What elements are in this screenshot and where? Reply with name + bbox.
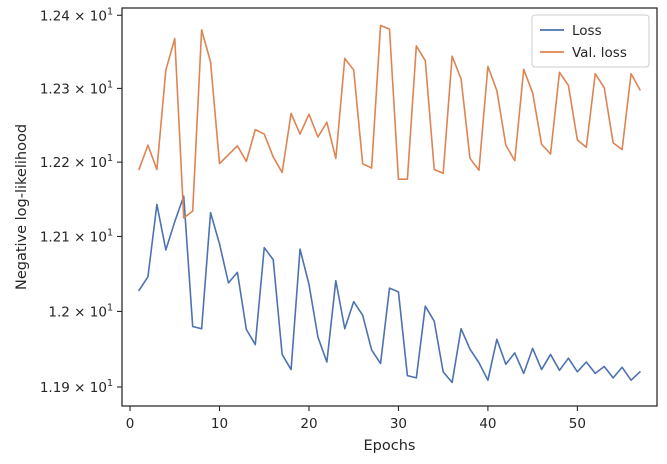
x-tick-label: 40 xyxy=(479,416,496,432)
series-line-2 xyxy=(138,24,641,219)
y-tick-label: 1.21 × 101 xyxy=(40,227,113,245)
plot-frame xyxy=(121,7,658,407)
series-line-1 xyxy=(138,195,641,384)
legend-box xyxy=(531,14,650,68)
x-tick-label: 30 xyxy=(390,416,407,432)
x-axis-label: Epochs xyxy=(364,438,416,454)
x-tick-label: 10 xyxy=(211,416,228,432)
y-tick-label: 1.22 × 101 xyxy=(40,153,113,171)
x-tick-label: 20 xyxy=(300,416,317,432)
x-tick-label: 50 xyxy=(569,416,586,432)
y-tick-label: 1.23 × 101 xyxy=(40,79,113,97)
legend-label: Val. loss xyxy=(572,45,627,61)
y-tick-label: 1.24 × 101 xyxy=(40,6,113,24)
legend: Loss Val. loss xyxy=(531,14,650,68)
x-axis-ticks: 0 10 20 30 40 50 xyxy=(126,406,586,432)
series-layer xyxy=(138,24,641,384)
y-tick-label: 1.2 × 101 xyxy=(48,302,113,320)
legend-label: Loss xyxy=(572,23,602,39)
y-tick-label: 1.19 × 101 xyxy=(40,378,113,396)
x-tick-label: 0 xyxy=(126,416,135,432)
y-axis-label: Negative log-likelihood xyxy=(14,124,30,290)
y-axis-ticks: 1.19 × 101 1.2 × 101 1.21 × 101 1.22 × 101 1… xyxy=(40,6,122,396)
